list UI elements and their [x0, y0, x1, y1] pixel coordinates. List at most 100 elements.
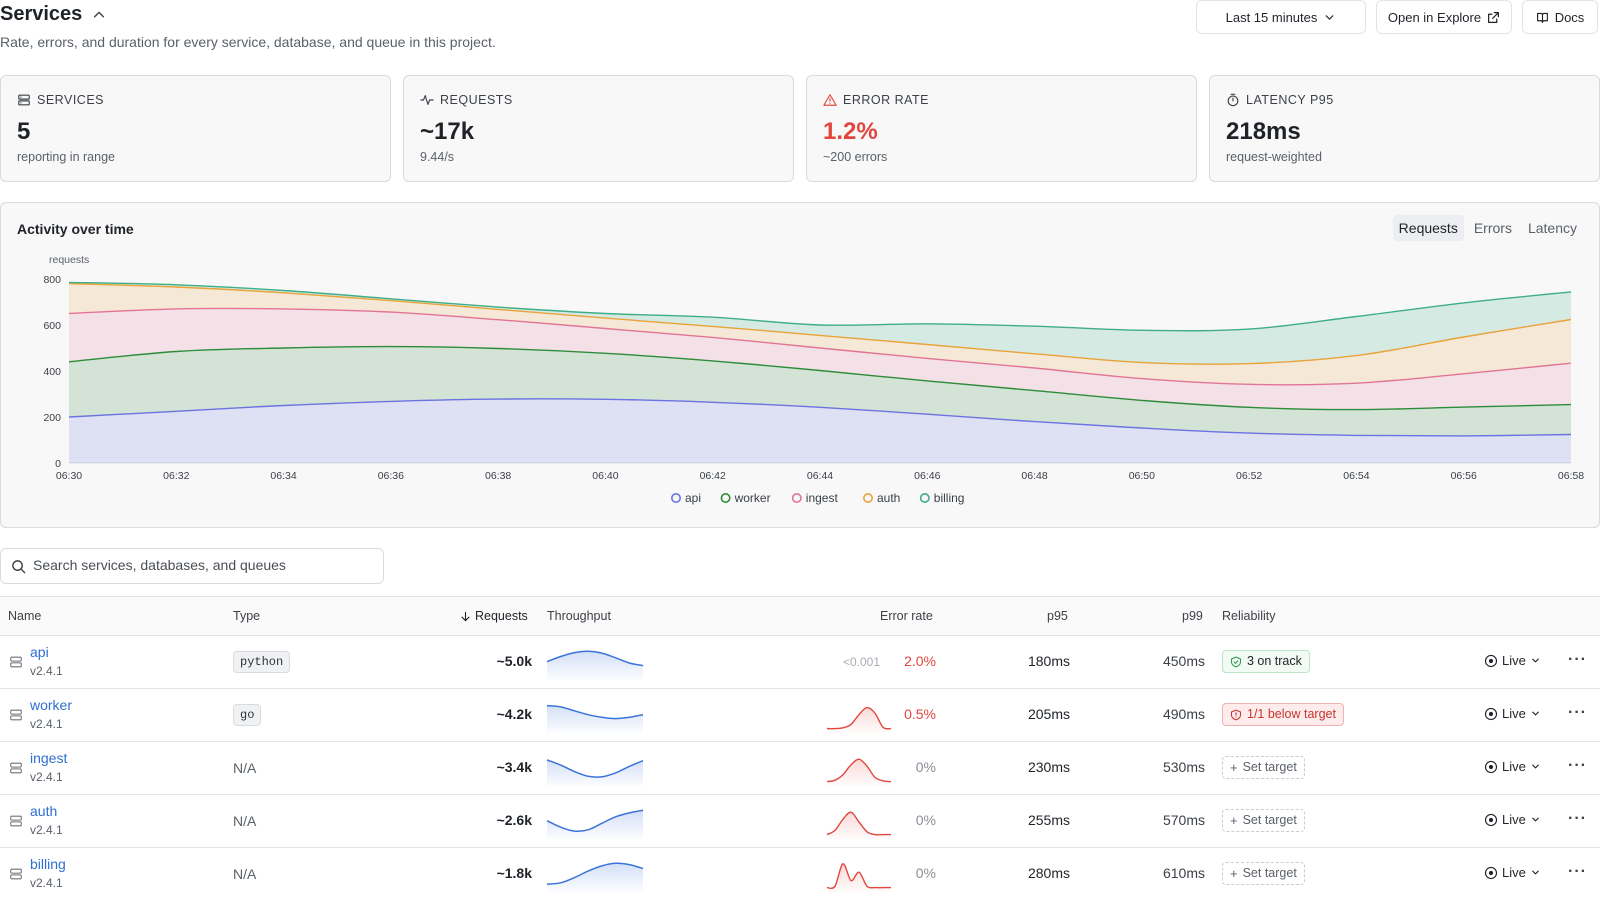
legend-marker-worker	[720, 493, 731, 504]
live-dropdown[interactable]: Live	[1484, 759, 1541, 774]
requests-value: ~5.0k	[496, 653, 532, 669]
more-options-icon[interactable]: ···	[1568, 757, 1587, 774]
throughput-area	[547, 651, 643, 680]
reliability-badge[interactable]: + Set target	[1222, 809, 1305, 832]
search-box[interactable]	[0, 548, 384, 584]
tab-errors[interactable]: Errors	[1473, 220, 1512, 236]
page-title[interactable]: Services	[0, 3, 106, 26]
column-header-p95[interactable]: p95	[1047, 609, 1068, 623]
y-tick-label: 0	[55, 458, 61, 470]
page-subtitle: Rate, errors, and duration for every ser…	[0, 34, 496, 50]
reliability-label: Set target	[1242, 813, 1297, 827]
service-name-link[interactable]: auth	[30, 803, 58, 819]
reliability-label: Set target	[1242, 760, 1297, 774]
activity-chart-panel: Activity over time Requests Errors Laten…	[0, 202, 1600, 528]
card-label-text: LATENCY P95	[1246, 93, 1334, 107]
legend-label-auth[interactable]: auth	[877, 491, 900, 505]
x-tick-label: 06:56	[1451, 470, 1477, 482]
column-header-name[interactable]: Name	[8, 609, 42, 623]
service-version: v2.4.1	[30, 717, 63, 731]
page-header: Services Rate, errors, and duration for …	[0, 0, 1600, 64]
column-header-type[interactable]: Type	[233, 609, 261, 623]
tab-requests[interactable]: Requests	[1392, 215, 1464, 241]
chart-title: Activity over time	[17, 221, 134, 237]
card-latency: LATENCY P95 218ms request-weighted	[1209, 75, 1600, 182]
live-label: Live	[1502, 653, 1526, 668]
reliability-badge[interactable]: + Set target	[1222, 756, 1305, 779]
live-dropdown[interactable]: Live	[1484, 653, 1541, 668]
error-sparkline	[826, 706, 892, 733]
warning-icon	[823, 94, 837, 106]
legend-label-billing[interactable]: billing	[934, 491, 965, 505]
table-row[interactable]: ingest v2.4.1 N/A ~3.4k 0% 230ms 530ms + Set tar…	[0, 742, 1600, 795]
chevron-down-icon	[1532, 817, 1539, 822]
reliability-label: 1/1 below target	[1247, 707, 1336, 721]
plus-icon: +	[1230, 865, 1238, 881]
throughput-area	[547, 759, 643, 786]
throughput-line	[546, 704, 644, 720]
column-header-p99[interactable]: p99	[1182, 609, 1203, 623]
service-name-link[interactable]: worker	[30, 697, 73, 713]
legend-label-worker[interactable]: worker	[734, 491, 771, 505]
error-line	[826, 863, 891, 890]
live-dropdown[interactable]: Live	[1484, 865, 1541, 880]
column-header-reliability[interactable]: Reliability	[1222, 609, 1276, 623]
more-options-icon[interactable]: ···	[1568, 704, 1587, 721]
throughput-line	[546, 862, 644, 885]
y-tick-label: 200	[43, 412, 61, 424]
legend-label-ingest[interactable]: ingest	[806, 491, 839, 505]
p95-value: 230ms	[1027, 759, 1070, 775]
table-row[interactable]: billing v2.4.1 N/A ~1.8k 0% 280ms 610ms + Set ta…	[0, 848, 1600, 900]
p99-value: 450ms	[1162, 653, 1205, 669]
reliability-label: 3 on track	[1247, 654, 1302, 668]
card-subtext: request-weighted	[1226, 150, 1322, 164]
series-line-api	[68, 398, 1572, 437]
series-line-worker	[68, 345, 1572, 411]
open-in-explore-button[interactable]: Open in Explore	[1376, 0, 1512, 34]
throughput-area	[547, 810, 643, 839]
reliability-badge[interactable]: + Set target	[1222, 862, 1305, 885]
live-dot-icon	[1484, 654, 1498, 667]
legend-label-api[interactable]: api	[685, 491, 701, 505]
page-title-text: Services	[0, 3, 83, 25]
x-tick-label: 06:38	[485, 470, 511, 482]
time-range-select[interactable]: Last 15 minutes	[1196, 0, 1366, 34]
requests-value: ~4.2k	[496, 706, 532, 722]
table-row[interactable]: worker v2.4.1 go ~4.2k 0.5% 205ms 490ms 1/1 bel…	[0, 689, 1600, 742]
chevron-up-icon[interactable]	[92, 8, 106, 22]
table-row[interactable]: api v2.4.1 python ~5.0k <0.001 2.0% 180ms 450ms…	[0, 636, 1600, 689]
service-name-link[interactable]: billing	[30, 856, 66, 872]
table-row[interactable]: auth v2.4.1 N/A ~2.6k 0% 255ms 570ms + Set targe…	[0, 795, 1600, 848]
server-icon	[10, 656, 22, 668]
card-label-text: ERROR RATE	[843, 93, 930, 107]
more-options-icon[interactable]: ···	[1568, 810, 1587, 827]
column-header-requests[interactable]: Requests	[460, 609, 528, 623]
search-input[interactable]	[33, 557, 373, 573]
live-dot-icon	[1484, 760, 1498, 773]
service-name-link[interactable]: ingest	[30, 750, 68, 766]
legend-marker-auth	[862, 493, 873, 504]
live-dropdown[interactable]: Live	[1484, 812, 1541, 827]
reliability-badge[interactable]: 3 on track	[1222, 650, 1310, 673]
more-options-icon[interactable]: ···	[1568, 863, 1587, 880]
series-line-ingest	[68, 307, 1572, 386]
p99-value: 610ms	[1162, 865, 1205, 881]
reliability-badge[interactable]: 1/1 below target	[1222, 703, 1344, 726]
y-tick-label: 600	[43, 320, 61, 332]
service-name-link[interactable]: api	[30, 644, 49, 660]
series-line-auth	[68, 282, 1572, 365]
error-rate-value: 0.5%	[904, 706, 936, 722]
docs-button[interactable]: Docs	[1522, 0, 1598, 34]
live-dropdown[interactable]: Live	[1484, 706, 1541, 721]
card-value: 1.2%	[823, 118, 878, 145]
table-header: Name Type Requests Throughput Error rate…	[0, 596, 1600, 636]
error-line	[826, 758, 892, 783]
column-header-error-rate[interactable]: Error rate	[880, 609, 933, 623]
column-header-throughput[interactable]: Throughput	[547, 609, 611, 623]
tab-latency[interactable]: Latency	[1527, 220, 1577, 236]
more-options-icon[interactable]: ···	[1568, 651, 1587, 668]
p99-value: 490ms	[1162, 706, 1205, 722]
error-sparkline	[826, 863, 891, 892]
error-sparkline	[826, 811, 891, 839]
throughput-sparkline	[546, 704, 644, 733]
